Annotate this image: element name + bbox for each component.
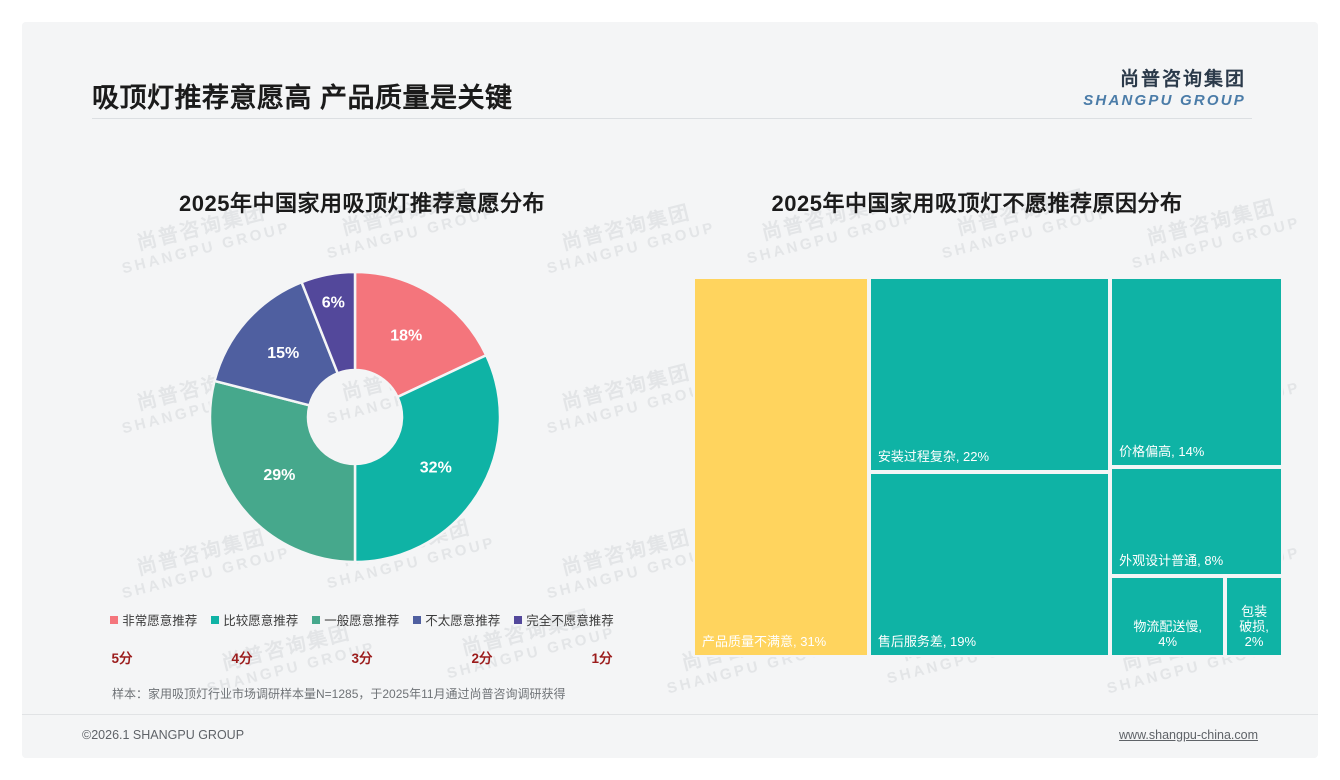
legend-swatch-icon [211,615,220,624]
donut-slice-4[interactable] [213,280,340,407]
footer-divider [22,714,1318,715]
logo-english-text: SHANGPU GROUP [1083,92,1246,109]
treemap-cell-1[interactable]: 产品质量不满意, 31% [693,277,869,657]
donut-legend: 非常愿意推荐 比较愿意推荐 一般愿意推荐 不太愿意推荐 完全不愿意推荐 [62,610,662,629]
donut-svg: 18% 32% 29% 15% 6% [208,270,502,564]
donut-slices [208,270,502,564]
treemap-cell-label: 物流配送慢, 4% [1133,618,1202,649]
slide-header: 吸顶灯推荐意愿高 产品质量是关键 尚普咨询集团 SHANGPU GROUP [22,22,1318,118]
treemap-cell-label: 产品质量不满意, 31% [702,634,827,649]
score-scale-row: 5分 4分 3分 2分 1分 [92,647,632,667]
treemap-cell-label: 价格偏高, 14% [1119,444,1205,459]
score-label-2: 4分 [231,651,253,666]
legend-label: 非常愿意推荐 [122,614,198,628]
treemap-cell-4[interactable]: 价格偏高, 14% [1110,277,1283,467]
header-divider [92,118,1252,119]
left-chart-title: 2025年中国家用吸顶灯推荐意愿分布 [179,191,545,216]
treemap-cell-3[interactable]: 售后服务差, 19% [868,471,1111,657]
brand-logo: 尚普咨询集团 SHANGPU GROUP [1083,68,1246,110]
legend-swatch-icon [312,615,321,624]
legend-item-3[interactable]: 一般愿意推荐 [312,610,399,629]
treemap-cell-5[interactable]: 外观设计普通, 8% [1110,467,1283,576]
legend-swatch-icon [413,615,422,624]
donut-slice-3[interactable] [208,379,357,564]
treemap-chart-panel: 2025年中国家用吸顶灯不愿推荐原因分布 产品质量不满意, 31% 安装过程复杂,… [672,142,1283,702]
treemap-cell-6[interactable]: 物流配送慢, 4% [1110,575,1226,657]
copyright-text: ©2026.1 SHANGPU GROUP [82,728,245,742]
page-title: 吸顶灯推荐意愿高 产品质量是关键 [92,83,513,113]
legend-item-2[interactable]: 比较愿意推荐 [211,610,298,629]
treemap-cell-label: 安装过程复杂, 22% [877,448,990,464]
legend-label: 完全不愿意推荐 [526,614,614,628]
legend-swatch-icon [110,615,119,624]
treemap-chart: 产品质量不满意, 31% 安装过程复杂, 22% 售后服务差, 19% 价格偏高, 1… [693,277,1283,657]
legend-item-4[interactable]: 不太愿意推荐 [413,610,500,629]
donut-label-1: 18% [390,327,422,344]
legend-item-1[interactable]: 非常愿意推荐 [110,610,197,629]
donut-label-5: 6% [322,294,345,311]
score-label-3: 3分 [351,651,373,666]
score-label-5: 1分 [591,651,613,666]
donut-label-4: 15% [267,345,299,362]
donut-slice-5[interactable] [299,270,357,375]
legend-label: 一般愿意推荐 [324,614,400,628]
right-chart-title: 2025年中国家用吸顶灯不愿推荐原因分布 [771,191,1183,216]
legend-label: 不太愿意推荐 [425,614,501,628]
donut-value-labels: 18% 32% 29% 15% 6% [263,294,451,484]
treemap-cell-label: 包装 破损, 2% [1239,603,1269,649]
slide-canvas: 尚普咨询集团 SHANGPU GROUP 尚普咨询集团 SHANGPU GROUP 尚普… [22,22,1318,758]
donut-label-2: 32% [420,459,452,476]
treemap-cell-2[interactable]: 安装过程复杂, 22% [868,277,1111,472]
donut-slice-1[interactable] [353,270,488,399]
treemap-cell-label: 售后服务差, 19% [877,633,977,649]
donut-label-3: 29% [263,467,295,484]
slide-footer: ©2026.1 SHANGPU GROUP www.shangpu-china.… [22,714,1318,758]
sample-footnote: 样本：家用吸顶灯行业市场调研样本量N=1285，于2025年11月通过尚普咨询调… [112,687,566,701]
treemap-cell-7[interactable]: 包装 破损, 2% [1225,575,1283,657]
website-link[interactable]: www.shangpu-china.com [1119,728,1258,742]
donut-chart-panel: 2025年中国家用吸顶灯推荐意愿分布 18% 32% 29% 15% 6% 非常愿意推荐… [62,142,662,702]
score-label-4: 2分 [471,651,493,666]
legend-label: 比较愿意推荐 [223,614,299,628]
legend-item-5[interactable]: 完全不愿意推荐 [514,610,614,629]
donut-slice-2[interactable] [353,353,502,564]
logo-chinese-text: 尚普咨询集团 [1119,69,1246,90]
score-label-1: 5分 [111,651,133,666]
donut-chart: 18% 32% 29% 15% 6% [205,267,505,567]
legend-swatch-icon [514,615,523,624]
treemap-cell-label: 外观设计普通, 8% [1119,552,1224,568]
